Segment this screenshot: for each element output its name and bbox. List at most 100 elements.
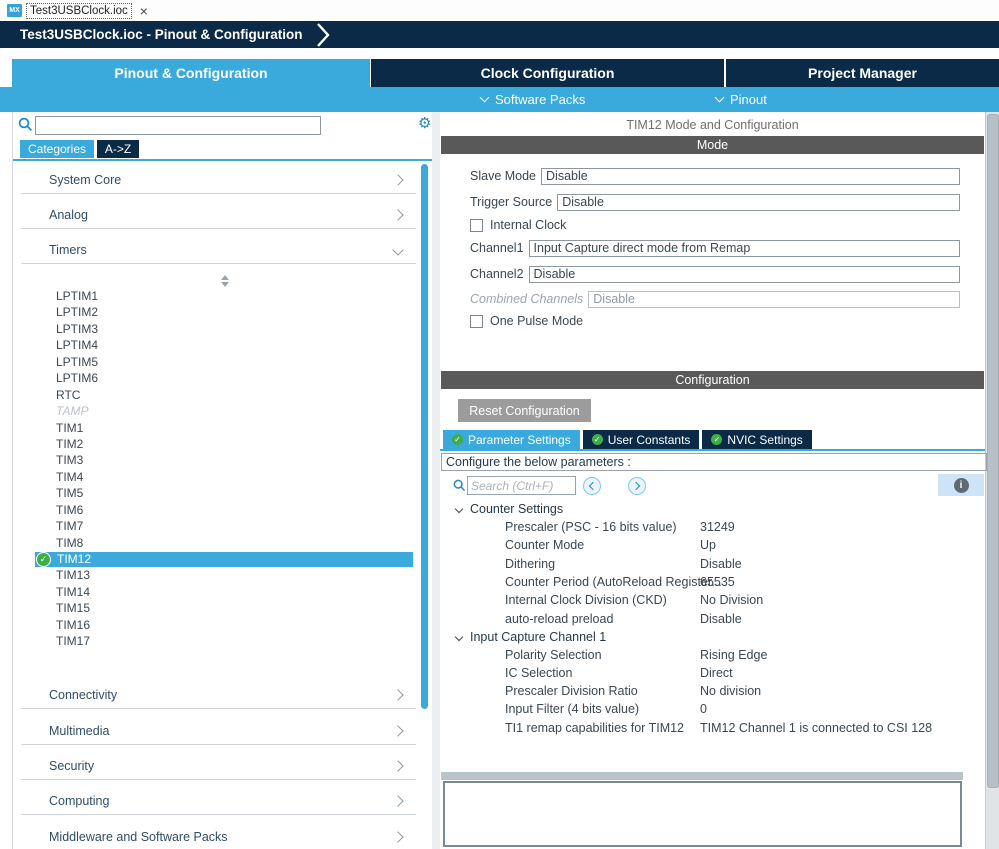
param-value[interactable]: Direct [700,666,733,680]
param-value[interactable]: Disable [700,557,742,571]
document-tab[interactable]: MX Test3USBClock.ioc × [3,1,152,20]
list-item-tim7[interactable]: TIM7 [56,519,84,534]
category-multimedia[interactable]: Multimedia [21,718,416,745]
search-previous-button[interactable] [583,477,601,495]
param-value[interactable]: TIM12 Channel 1 is connected to CSI 128 [700,721,933,735]
list-item-tim6[interactable]: TIM6 [56,502,84,517]
internal-clock-checkbox[interactable] [470,218,483,232]
tab-user-constants[interactable]: ✓ User Constants [582,430,700,449]
list-item-tim3[interactable]: TIM3 [56,453,84,468]
window-scrollbar[interactable] [985,112,999,849]
param-value[interactable]: Rising Edge [700,648,768,662]
param-row[interactable]: Counter Mode Up [440,536,985,554]
software-packs-dropdown[interactable]: Software Packs [479,87,585,112]
close-tab-icon[interactable]: × [139,2,148,19]
param-row[interactable]: TI1 remap capabilities for TIM12 TIM12 C… [440,719,985,737]
param-value[interactable]: No division [700,684,762,698]
category-timers[interactable]: Timers [21,237,416,264]
sidebar-search-input[interactable] [35,116,321,135]
tab-nvic-settings[interactable]: ✓ NVIC Settings [702,430,812,449]
param-row[interactable]: Dithering Disable [440,555,985,573]
param-value[interactable]: Up [700,538,716,552]
list-item-tim8[interactable]: TIM8 [56,535,84,550]
list-item-lptim3[interactable]: LPTIM3 [56,321,99,336]
sort-toggle-icon[interactable] [221,275,229,287]
group-label: Input Capture Channel 1 [470,630,607,644]
category-system-core[interactable]: System Core [21,167,416,194]
group-input-capture-channel-1[interactable]: Input Capture Channel 1 [440,628,985,646]
chevron-right-icon [631,481,641,491]
list-item-lptim2[interactable]: LPTIM2 [56,305,99,320]
param-value[interactable]: 65535 [700,575,735,589]
param-value[interactable]: Disable [700,612,742,626]
param-row[interactable]: Prescaler Division Ratio No division [440,682,985,700]
info-icon: i [953,477,969,493]
pinout-dropdown[interactable]: Pinout [714,87,767,112]
param-value[interactable]: 0 [700,702,707,716]
category-analog[interactable]: Analog [21,202,416,229]
field-channel1: Channel1 [440,238,985,258]
panel-title: TIM12 Mode and Configuration [626,118,799,132]
list-item-lptim1[interactable]: LPTIM1 [56,289,99,303]
parameter-search-input[interactable] [467,476,576,495]
category-computing[interactable]: Computing [21,788,416,815]
tab-a-to-z[interactable]: A->Z [97,140,139,158]
category-connectivity[interactable]: Connectivity [21,682,416,709]
list-item-tim4[interactable]: TIM4 [56,469,84,484]
list-item-tim12-selected[interactable]: ✓ TIM12 [13,551,432,567]
list-item-rtc[interactable]: RTC [56,387,81,402]
gear-icon[interactable]: ⚙ [418,115,432,132]
channel1-select[interactable] [528,239,960,257]
help-splitter[interactable] [441,772,963,780]
one-pulse-mode-checkbox[interactable] [470,314,483,328]
category-security[interactable]: Security [21,753,416,780]
field-internal-clock: Internal Clock [440,217,985,233]
param-row[interactable]: auto-reload preload Disable [440,610,985,628]
list-item-tim13[interactable]: TIM13 [56,568,91,583]
list-item-tim5[interactable]: TIM5 [56,486,84,501]
slave-mode-select[interactable] [541,167,960,185]
list-item-tim14[interactable]: TIM14 [56,584,91,599]
param-value[interactable]: No Division [700,593,764,607]
reset-configuration-button[interactable]: Reset Configuration [458,399,591,422]
tab-categories[interactable]: Categories [20,140,94,158]
info-button[interactable]: i [938,474,984,496]
channel2-select[interactable] [528,265,960,283]
param-row[interactable]: Prescaler (PSC - 16 bits value) 31249 [440,518,985,536]
trigger-source-select[interactable] [557,193,960,211]
chevron-right-icon [392,689,404,701]
sidebar-scrollbar-thumb[interactable] [421,164,428,709]
list-item-tim15[interactable]: TIM15 [56,601,91,616]
field-label: Slave Mode [470,169,537,183]
list-item-tim2[interactable]: TIM2 [56,436,84,451]
list-item-tim1[interactable]: TIM1 [56,420,84,435]
tab-pinout-configuration[interactable]: Pinout & Configuration [12,59,370,87]
tab-clock-configuration[interactable]: Clock Configuration [371,59,724,87]
category-middleware[interactable]: Middleware and Software Packs [21,824,416,849]
tab-project-manager[interactable]: Project Manager [726,59,999,87]
list-item-lptim6[interactable]: LPTIM6 [56,371,99,386]
param-label: Counter Mode [505,538,585,552]
param-row[interactable]: Input Filter (4 bits value) 0 [440,700,985,718]
checkbox-label: Internal Clock [490,218,567,232]
param-label: Dithering [505,557,556,571]
list-item-tim17[interactable]: TIM17 [56,634,91,649]
window-scrollbar-thumb[interactable] [987,114,999,788]
tab-parameter-settings[interactable]: ✓ Parameter Settings [443,430,580,449]
tab-label: Categories [27,142,87,156]
param-label: Input Filter (4 bits value) [505,702,640,716]
list-item-lptim5[interactable]: LPTIM5 [56,354,99,369]
param-label: TI1 remap capabilities for TIM12 [505,721,685,735]
param-row[interactable]: Internal Clock Division (CKD) No Divisio… [440,591,985,609]
search-next-button[interactable] [628,477,646,495]
param-row[interactable]: Counter Period (AutoReload Register... 6… [440,573,985,591]
tab-label: Project Manager [808,65,917,81]
param-row[interactable]: IC Selection Direct [440,664,985,682]
list-item-tim16[interactable]: TIM16 [56,617,91,632]
param-value[interactable]: 31249 [700,520,735,534]
param-row[interactable]: Polarity Selection Rising Edge [440,646,985,664]
chevron-right-icon [392,831,404,843]
list-item-lptim4[interactable]: LPTIM4 [56,338,99,353]
group-counter-settings[interactable]: Counter Settings [440,500,985,518]
